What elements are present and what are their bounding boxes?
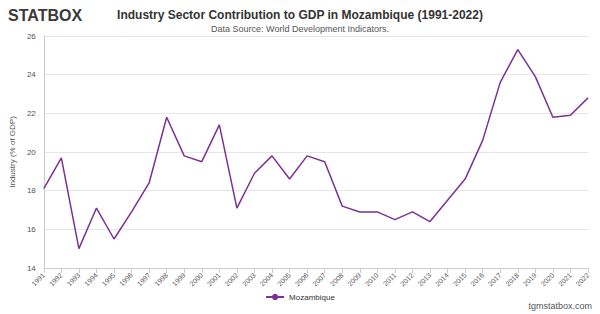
svg-text:2000: 2000: [188, 271, 204, 287]
svg-text:1995: 1995: [101, 271, 117, 287]
svg-text:22: 22: [27, 109, 36, 118]
svg-text:2012: 2012: [399, 271, 415, 287]
svg-text:1991: 1991: [30, 271, 46, 287]
svg-text:1993: 1993: [65, 271, 81, 287]
svg-text:Data Source: World Development: Data Source: World Development Indicator…: [211, 24, 389, 34]
svg-text:1998: 1998: [153, 271, 169, 287]
svg-text:2003: 2003: [241, 271, 257, 287]
svg-text:2010: 2010: [364, 271, 380, 287]
svg-text:2013: 2013: [417, 271, 433, 287]
svg-text:2011: 2011: [382, 271, 398, 287]
svg-text:20: 20: [27, 148, 36, 157]
svg-text:1997: 1997: [136, 271, 152, 287]
svg-text:2022: 2022: [575, 271, 591, 287]
svg-text:Industry (% of GDP): Industry (% of GDP): [8, 116, 17, 188]
svg-text:2014: 2014: [434, 271, 450, 287]
svg-text:16: 16: [27, 225, 36, 234]
svg-text:2007: 2007: [311, 271, 327, 287]
svg-text:24: 24: [27, 70, 36, 79]
svg-text:2009: 2009: [346, 271, 362, 287]
svg-text:2001: 2001: [206, 271, 222, 287]
svg-text:18: 18: [27, 186, 36, 195]
svg-text:1996: 1996: [118, 271, 134, 287]
svg-text:2002: 2002: [223, 271, 239, 287]
svg-text:2020: 2020: [539, 271, 555, 287]
svg-text:1992: 1992: [48, 271, 64, 287]
svg-text:2019: 2019: [522, 271, 538, 287]
svg-text:STATBOX: STATBOX: [8, 7, 82, 24]
svg-text:26: 26: [27, 32, 36, 41]
svg-text:Mozambique: Mozambique: [289, 293, 335, 302]
svg-text:1994: 1994: [83, 271, 99, 287]
svg-text:2015: 2015: [452, 271, 468, 287]
svg-text:2017: 2017: [487, 271, 503, 287]
svg-text:14: 14: [27, 264, 36, 273]
svg-text:2004: 2004: [259, 271, 275, 287]
svg-text:2006: 2006: [294, 271, 310, 287]
svg-text:2018: 2018: [504, 271, 520, 287]
svg-text:1999: 1999: [171, 271, 187, 287]
svg-text:2016: 2016: [469, 271, 485, 287]
svg-text:2008: 2008: [329, 271, 345, 287]
svg-text:2021: 2021: [557, 271, 573, 287]
svg-text:Industry Sector Contribution t: Industry Sector Contribution to GDP in M…: [117, 8, 483, 22]
svg-text:tgmstatbox.com: tgmstatbox.com: [528, 301, 592, 311]
svg-text:2005: 2005: [276, 271, 292, 287]
